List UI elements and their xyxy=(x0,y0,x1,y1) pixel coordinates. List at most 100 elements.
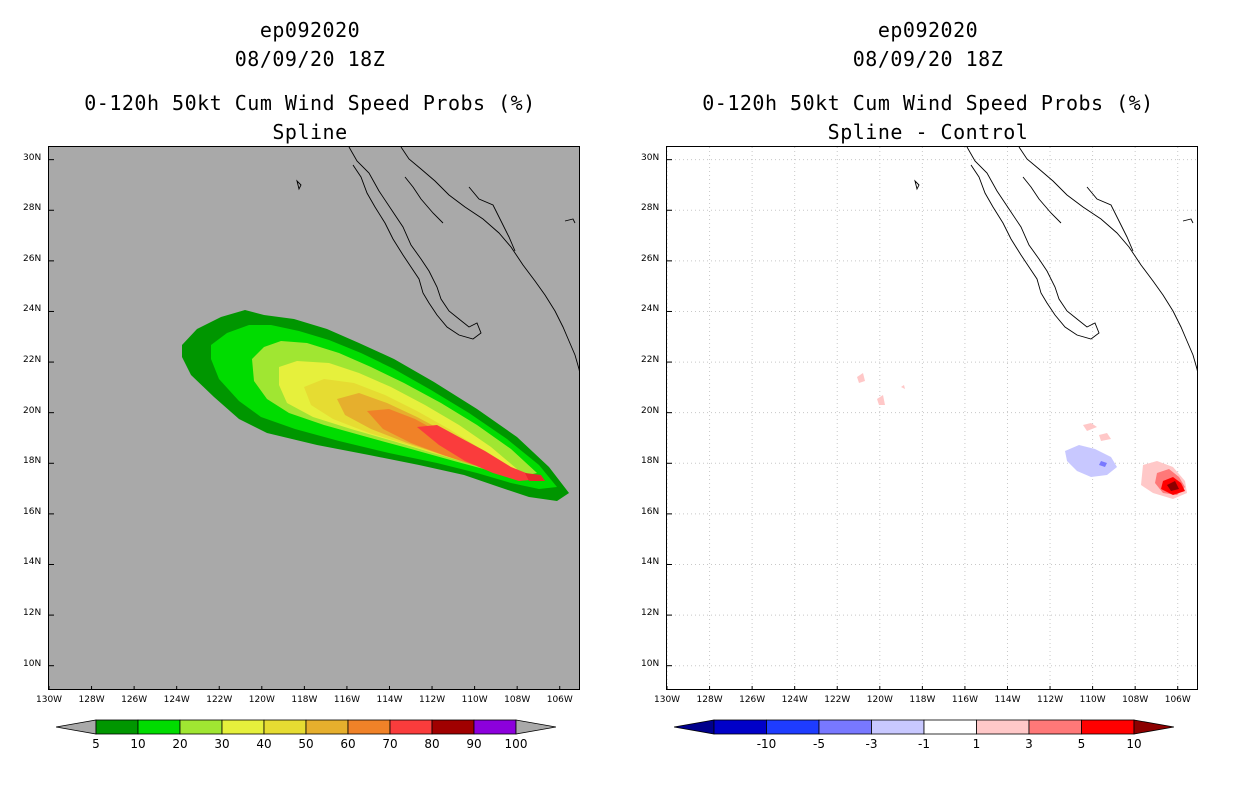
island-outline xyxy=(914,179,920,191)
right-datetime: 08/09/20 18Z xyxy=(852,47,1004,71)
left-lat-label: 16N xyxy=(23,506,42,517)
left-colorbar-swatch xyxy=(305,719,349,735)
right-lon-label: 110W xyxy=(1079,695,1106,705)
right-lat-label: 20N xyxy=(641,405,660,416)
left-coastline-path xyxy=(348,147,579,372)
right-colorbar-swatch xyxy=(1028,719,1082,735)
right-colorbar-swatch xyxy=(923,719,977,735)
left-lat-label: 18N xyxy=(23,456,42,467)
left-lat-label: 30N xyxy=(23,152,42,163)
left-colorbar-swatch xyxy=(347,719,391,735)
right-colorbar-label: 1 xyxy=(972,737,981,751)
left-lat-label: 28N xyxy=(23,203,42,214)
right-lon-label: 130W xyxy=(654,695,681,705)
right-lat-label: 22N xyxy=(641,355,660,366)
right-lat-label: 30N xyxy=(641,152,660,163)
left-lon-label: 126W xyxy=(121,695,148,705)
right-colorbar-swatch xyxy=(766,719,820,735)
right-colorbar-low-arrow xyxy=(674,719,715,735)
left-datetime: 08/09/20 18Z xyxy=(234,47,386,71)
left-colorbar-label: 60 xyxy=(340,737,356,751)
right-lon-label: 120W xyxy=(866,695,893,705)
left-colorbar xyxy=(56,719,556,735)
diff-negative-2 xyxy=(1099,461,1107,467)
right-lat-label: 10N xyxy=(641,658,660,669)
left-colorbar-label: 5 xyxy=(92,737,100,751)
right-colorbar-label: -3 xyxy=(865,737,878,751)
left-lon-label: 114W xyxy=(376,695,403,705)
left-coastline xyxy=(296,147,579,372)
right-lon-label: 118W xyxy=(909,695,936,705)
diff-positive-small-2 xyxy=(877,395,885,405)
right-colorbar xyxy=(674,719,1174,735)
left-colorbar-swatch xyxy=(221,719,265,735)
left-lon-label: 112W xyxy=(419,695,446,705)
left-lon-label: 130W xyxy=(36,695,63,705)
left-lat-label: 22N xyxy=(23,355,42,366)
diff-positive-small-1 xyxy=(857,373,865,383)
diff-positive-band-10 xyxy=(1167,481,1179,491)
right-gridlines xyxy=(667,147,1197,689)
island-outline xyxy=(564,218,576,224)
right-product-title: 0-120h 50kt Cum Wind Speed Probs (%) xyxy=(702,91,1154,115)
difference-field xyxy=(857,373,1187,499)
left-lon-label: 108W xyxy=(504,695,531,705)
plume-band-70 xyxy=(417,425,541,481)
left-colorbar-swatch xyxy=(263,719,307,735)
left-colorbar-swatch xyxy=(389,719,433,735)
right-coastline-path xyxy=(966,147,1197,372)
left-lat-label: 10N xyxy=(23,658,42,669)
left-colorbar-label: 70 xyxy=(382,737,398,751)
right-colorbar-label: 10 xyxy=(1126,737,1142,751)
right-colorbar-swatch xyxy=(1081,719,1135,735)
right-lon-label: 126W xyxy=(739,695,766,705)
diff-positive-small-3 xyxy=(901,385,905,389)
diff-positive-small-4 xyxy=(1083,423,1097,431)
right-colorbar-swatch xyxy=(818,719,872,735)
left-lat-label: 24N xyxy=(23,304,42,315)
right-map-panel xyxy=(666,146,1198,690)
island-outline xyxy=(1182,218,1194,224)
left-lon-label: 106W xyxy=(546,695,573,705)
right-colorbar-label: -1 xyxy=(918,737,930,751)
left-colorbar-swatch xyxy=(95,719,139,735)
island-outline xyxy=(296,179,302,191)
right-lon-label: 116W xyxy=(951,695,978,705)
right-map-svg xyxy=(667,147,1197,689)
left-colorbar-high-arrow xyxy=(515,719,556,735)
left-lon-label: 120W xyxy=(248,695,275,705)
right-lon-label: 128W xyxy=(696,695,723,705)
left-lon-label: 122W xyxy=(206,695,233,705)
left-colorbar-label: 100 xyxy=(504,737,528,751)
left-colorbar-label: 80 xyxy=(424,737,440,751)
right-lon-label: 108W xyxy=(1122,695,1149,705)
right-lon-label: 106W xyxy=(1164,695,1191,705)
left-colorbar-label: 40 xyxy=(256,737,272,751)
right-colorbar-swatch xyxy=(713,719,767,735)
right-lat-label: 24N xyxy=(641,304,660,315)
left-product-title: 0-120h 50kt Cum Wind Speed Probs (%) xyxy=(84,91,536,115)
left-lon-label: 116W xyxy=(333,695,360,705)
left-lat-label: 26N xyxy=(23,253,42,264)
left-colorbar-label: 90 xyxy=(466,737,482,751)
left-lon-label: 128W xyxy=(78,695,105,705)
right-coastline xyxy=(914,147,1197,372)
right-storm-id: ep092020 xyxy=(877,18,979,42)
right-lat-label: 26N xyxy=(641,253,660,264)
right-lat-label: 28N xyxy=(641,203,660,214)
left-lat-label: 12N xyxy=(23,608,42,619)
left-storm-id: ep092020 xyxy=(259,18,361,42)
right-colorbar-label: 3 xyxy=(1025,737,1033,751)
left-lon-label: 110W xyxy=(461,695,488,705)
right-subtitle: Spline - Control xyxy=(827,120,1029,144)
right-lon-label: 112W xyxy=(1037,695,1064,705)
right-lat-label: 16N xyxy=(641,506,660,517)
diff-positive-small-5 xyxy=(1099,433,1111,441)
left-lat-label: 14N xyxy=(23,557,42,568)
right-lon-label: 124W xyxy=(781,695,808,705)
left-subtitle: Spline xyxy=(272,120,348,144)
left-colorbar-label: 30 xyxy=(214,737,230,751)
left-colorbar-label: 20 xyxy=(172,737,188,751)
right-lat-label: 18N xyxy=(641,456,660,467)
left-map-panel xyxy=(48,146,580,690)
